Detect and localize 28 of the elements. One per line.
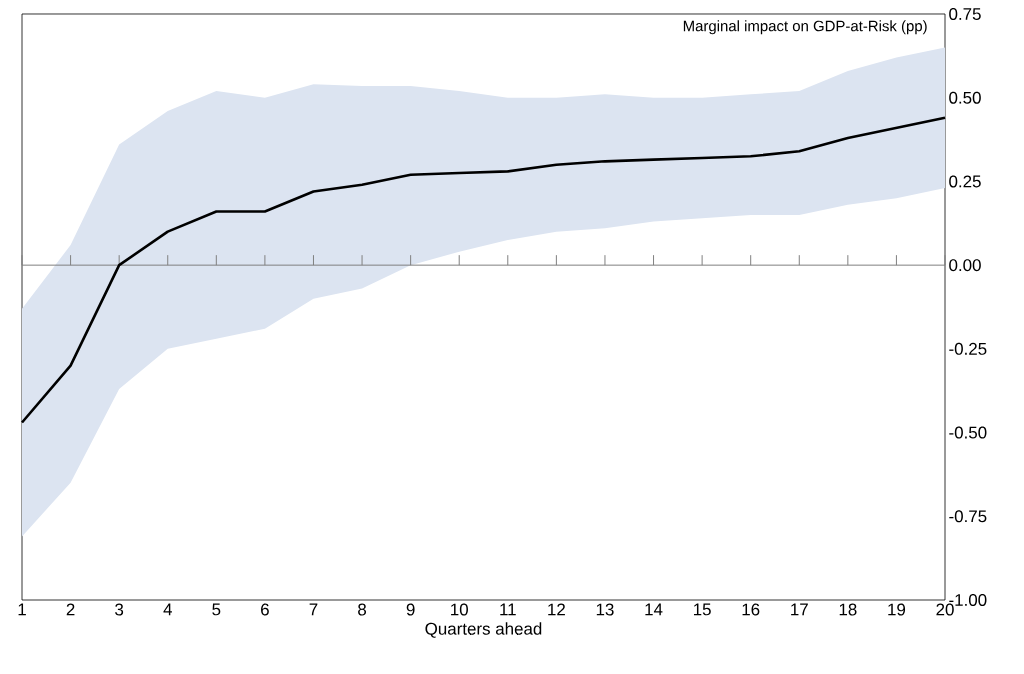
x-tick-label: 10 xyxy=(451,603,468,616)
x-tick-label: 9 xyxy=(406,603,415,616)
x-tick-label: 11 xyxy=(500,603,516,616)
chart-title: Marginal impact on GDP-at-Risk (pp) xyxy=(683,20,927,35)
x-axis-title: Quarters ahead xyxy=(425,622,542,638)
x-tick-label: 16 xyxy=(742,603,760,616)
x-tick-label: 3 xyxy=(115,603,124,616)
x-tick-label: 15 xyxy=(693,603,711,616)
y-tick-label: -0.75 xyxy=(949,510,987,523)
x-tick-label: 12 xyxy=(548,603,565,616)
x-tick-label: 14 xyxy=(645,603,663,616)
x-tick-label: 19 xyxy=(888,603,906,616)
x-tick-label: 13 xyxy=(596,603,614,616)
x-tick-label: 17 xyxy=(791,603,808,616)
x-tick-label: 2 xyxy=(66,603,75,616)
y-tick-label: 0.25 xyxy=(949,175,981,188)
y-tick-label: -0.50 xyxy=(949,426,987,439)
x-tick-label: 7 xyxy=(309,603,318,616)
y-tick-label: 0.75 xyxy=(949,8,981,20)
y-tick-label: -0.25 xyxy=(949,342,987,355)
x-tick-label: 1 xyxy=(18,603,26,616)
y-tick-label: 0.00 xyxy=(949,259,981,272)
x-tick-label: 8 xyxy=(358,603,367,616)
x-tick-label: 5 xyxy=(212,603,221,616)
x-tick-label: 18 xyxy=(839,603,857,616)
x-tick-label: 4 xyxy=(163,603,172,616)
y-tick-label: 0.50 xyxy=(949,91,981,104)
x-tick-label: 6 xyxy=(261,603,269,616)
